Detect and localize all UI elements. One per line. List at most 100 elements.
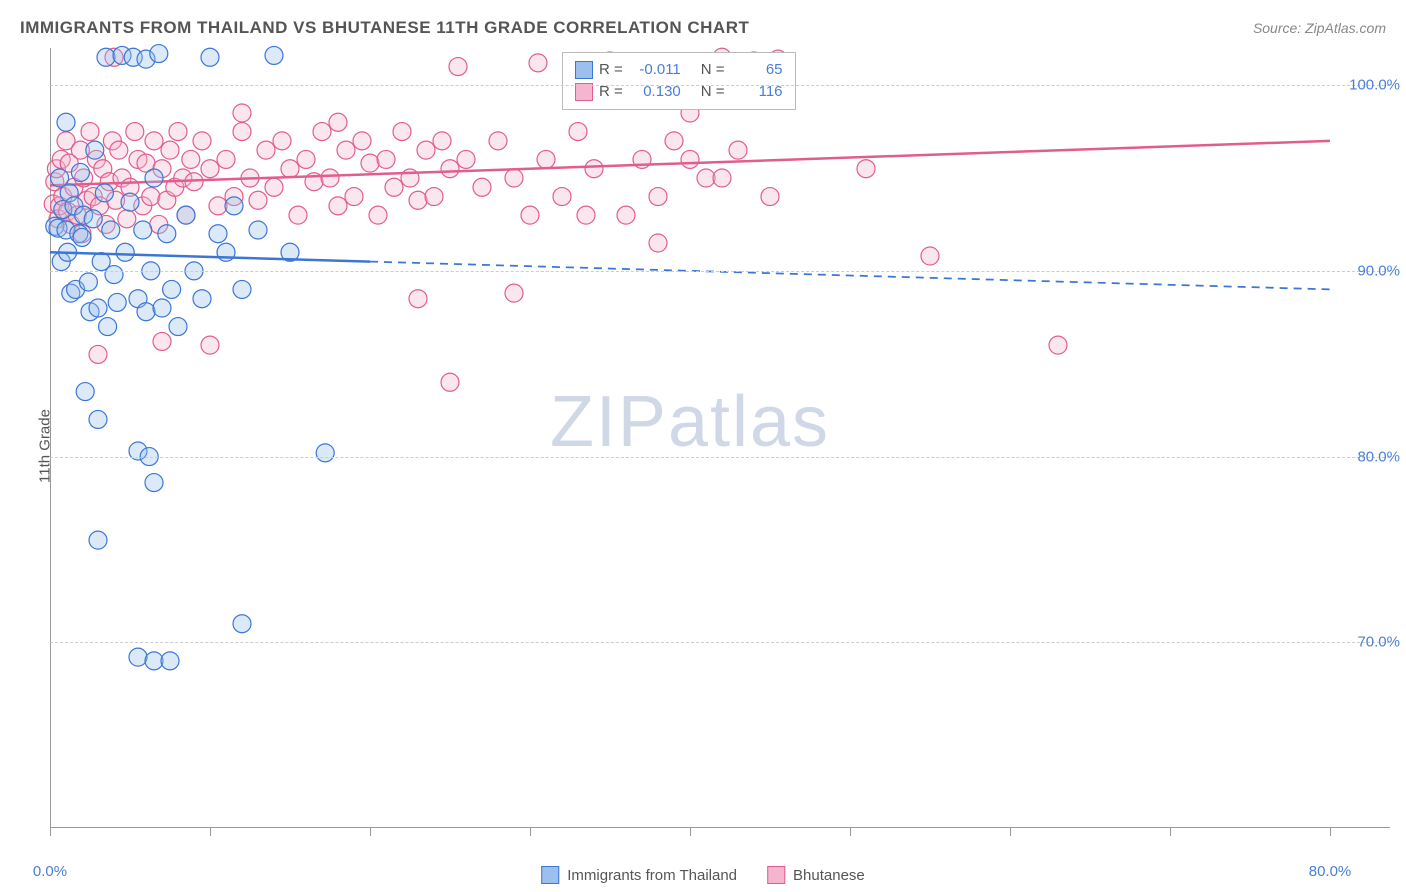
- x-tick-mark: [1170, 828, 1171, 836]
- data-point-bhutanese: [449, 58, 467, 76]
- x-tick-mark: [1330, 828, 1331, 836]
- data-point-bhutanese: [585, 160, 603, 178]
- data-point-bhutanese: [361, 154, 379, 172]
- data-point-bhutanese: [145, 132, 163, 150]
- data-point-thailand: [225, 197, 243, 215]
- data-point-bhutanese: [329, 113, 347, 131]
- r-value-thailand: -0.011: [629, 61, 681, 78]
- bottom-legend-thailand: Immigrants from Thailand: [541, 866, 737, 884]
- data-point-bhutanese: [345, 188, 363, 206]
- legend-label-thailand: Immigrants from Thailand: [567, 867, 737, 884]
- data-point-bhutanese: [337, 141, 355, 159]
- x-tick-mark: [530, 828, 531, 836]
- data-point-bhutanese: [249, 191, 267, 209]
- data-point-thailand: [76, 383, 94, 401]
- data-point-thailand: [116, 243, 134, 261]
- data-point-bhutanese: [713, 169, 731, 187]
- data-point-bhutanese: [409, 191, 427, 209]
- bottom-legend: Immigrants from Thailand Bhutanese: [541, 866, 865, 884]
- data-point-bhutanese: [697, 169, 715, 187]
- data-point-thailand: [121, 193, 139, 211]
- data-point-bhutanese: [329, 197, 347, 215]
- x-tick-mark: [1010, 828, 1011, 836]
- correlation-legend-box: R = -0.011 N = 65 R = 0.130 N = 116: [562, 52, 796, 110]
- data-point-bhutanese: [182, 150, 200, 168]
- data-point-bhutanese: [321, 169, 339, 187]
- data-point-thailand: [233, 280, 251, 298]
- legend-row-bhutanese: R = 0.130 N = 116: [575, 81, 783, 103]
- data-point-bhutanese: [161, 141, 179, 159]
- data-point-bhutanese: [417, 141, 435, 159]
- data-point-thailand: [102, 221, 120, 239]
- data-point-thailand: [316, 444, 334, 462]
- data-point-thailand: [249, 221, 267, 239]
- data-point-thailand: [73, 228, 91, 246]
- data-point-thailand: [57, 113, 75, 131]
- data-point-thailand: [129, 648, 147, 666]
- data-point-thailand: [201, 48, 219, 66]
- scatter-svg: [50, 48, 1330, 828]
- data-point-thailand: [134, 221, 152, 239]
- legend-label-bhutanese: Bhutanese: [793, 867, 865, 884]
- data-point-bhutanese: [537, 150, 555, 168]
- data-point-bhutanese: [665, 132, 683, 150]
- data-point-thailand: [89, 531, 107, 549]
- data-point-bhutanese: [489, 132, 507, 150]
- data-point-thailand: [169, 318, 187, 336]
- bottom-legend-bhutanese: Bhutanese: [767, 866, 865, 884]
- data-point-thailand: [99, 318, 117, 336]
- data-point-thailand: [163, 280, 181, 298]
- data-point-bhutanese: [297, 150, 315, 168]
- data-point-bhutanese: [761, 188, 779, 206]
- x-tick-mark: [690, 828, 691, 836]
- data-point-bhutanese: [126, 123, 144, 141]
- data-point-thailand: [158, 225, 176, 243]
- data-point-bhutanese: [921, 247, 939, 265]
- legend-swatch-thailand: [541, 866, 559, 884]
- y-tick-label: 100.0%: [1349, 77, 1400, 94]
- x-tick-mark: [50, 828, 51, 836]
- data-point-bhutanese: [110, 141, 128, 159]
- data-point-bhutanese: [209, 197, 227, 215]
- grid-line: [50, 271, 1390, 272]
- x-tick-label: 0.0%: [33, 863, 67, 880]
- y-tick-label: 70.0%: [1357, 634, 1400, 651]
- data-point-bhutanese: [153, 332, 171, 350]
- data-point-bhutanese: [118, 210, 136, 228]
- header-bar: IMMIGRANTS FROM THAILAND VS BHUTANESE 11…: [0, 0, 1406, 44]
- x-tick-label: 80.0%: [1309, 863, 1352, 880]
- data-point-thailand: [95, 184, 113, 202]
- data-point-thailand: [97, 48, 115, 66]
- data-point-bhutanese: [617, 206, 635, 224]
- data-point-bhutanese: [385, 178, 403, 196]
- grid-line: [50, 642, 1390, 643]
- data-point-thailand: [71, 163, 89, 181]
- grid-line: [50, 457, 1390, 458]
- legend-swatch-thailand: [575, 61, 593, 79]
- data-point-thailand: [145, 652, 163, 670]
- source-attribution: Source: ZipAtlas.com: [1253, 20, 1386, 36]
- legend-swatch-bhutanese: [767, 866, 785, 884]
- data-point-bhutanese: [377, 150, 395, 168]
- legend-row-thailand: R = -0.011 N = 65: [575, 59, 783, 81]
- data-point-bhutanese: [729, 141, 747, 159]
- data-point-bhutanese: [433, 132, 451, 150]
- data-point-bhutanese: [441, 160, 459, 178]
- chart-plot-area: ZIPatlas R = -0.011 N = 65 R = 0.130 N =…: [50, 48, 1330, 828]
- data-point-bhutanese: [257, 141, 275, 159]
- data-point-thailand: [84, 210, 102, 228]
- trend-line-bhutanese: [50, 141, 1330, 186]
- x-tick-mark: [210, 828, 211, 836]
- data-point-bhutanese: [89, 345, 107, 363]
- chart-title: IMMIGRANTS FROM THAILAND VS BHUTANESE 11…: [20, 18, 749, 38]
- data-point-bhutanese: [1049, 336, 1067, 354]
- data-point-bhutanese: [441, 373, 459, 391]
- data-point-bhutanese: [313, 123, 331, 141]
- data-point-bhutanese: [233, 123, 251, 141]
- data-point-thailand: [233, 615, 251, 633]
- x-tick-mark: [850, 828, 851, 836]
- data-point-bhutanese: [201, 160, 219, 178]
- data-point-thailand: [105, 266, 123, 284]
- data-point-thailand: [161, 652, 179, 670]
- data-point-bhutanese: [273, 132, 291, 150]
